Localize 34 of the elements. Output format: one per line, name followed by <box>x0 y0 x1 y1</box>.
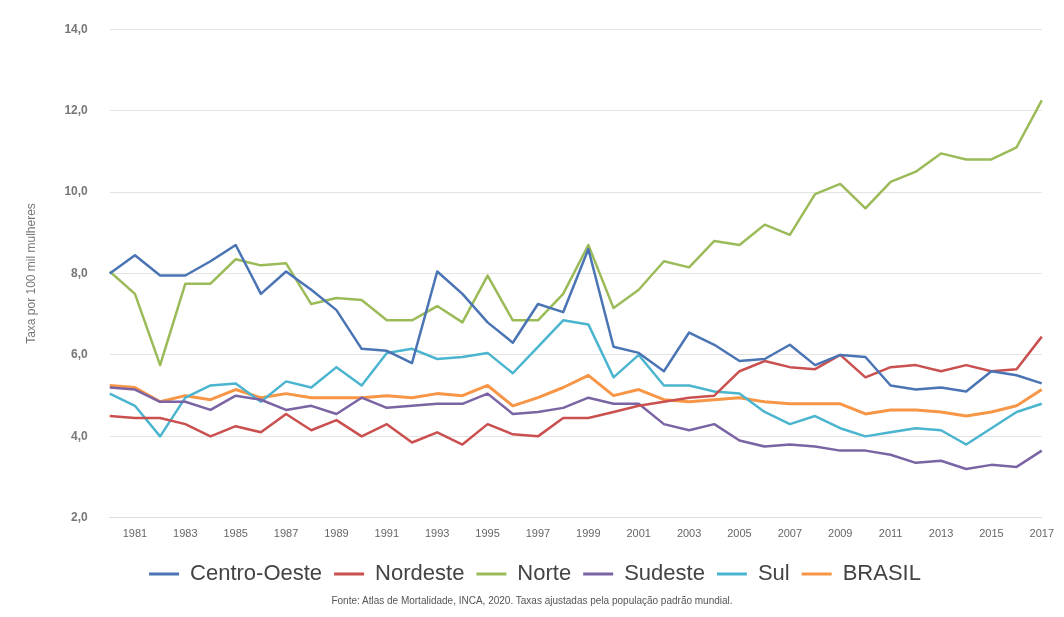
x-tick-label: 2001 <box>626 527 651 540</box>
y-tick-label: 2,0 <box>71 510 89 525</box>
legend-label: Nordeste <box>375 560 465 586</box>
x-tick-label: 1997 <box>525 527 551 540</box>
x-tick-label: 1991 <box>374 527 400 540</box>
x-tick-label: 2013 <box>928 527 954 540</box>
legend-label: Centro-Oeste <box>190 560 323 586</box>
y-tick-label: 12,0 <box>64 102 89 117</box>
legend-label: BRASIL <box>842 560 921 586</box>
x-tick-label: 1995 <box>475 527 500 540</box>
x-tick-label: 1981 <box>122 527 148 540</box>
y-axis-title: Taxa por 100 mil mulheres <box>23 203 38 344</box>
x-tick-label: 2007 <box>777 527 803 540</box>
x-tick-label: 2017 <box>1029 527 1055 540</box>
x-tick-label: 1987 <box>273 527 299 540</box>
x-tick-label: 2009 <box>828 527 853 540</box>
source-note: Fonte: Atlas de Mortalidade, INCA, 2020. Taxas ajustadas pela população padrão mundial. <box>330 595 734 606</box>
x-tick-label: 1989 <box>324 527 349 540</box>
x-tick-label: 2003 <box>676 527 702 540</box>
y-tick-label: 6,0 <box>71 347 89 362</box>
x-tick-label: 1985 <box>223 527 248 540</box>
y-tick-label: 14,0 <box>64 21 89 36</box>
x-tick-label: 1983 <box>173 527 198 540</box>
legend-label: Sul <box>757 560 790 586</box>
x-tick-label: 2015 <box>979 527 1004 540</box>
x-tick-label: 2011 <box>878 527 903 540</box>
x-tick-label: 1999 <box>576 527 601 540</box>
legend-label: Norte <box>517 560 572 586</box>
x-tick-label: 2005 <box>727 527 752 540</box>
legend-label: Sudeste <box>624 560 705 586</box>
y-tick-label: 4,0 <box>71 428 89 443</box>
x-tick-label: 1993 <box>424 527 450 540</box>
y-tick-label: 10,0 <box>64 184 89 199</box>
y-tick-label: 8,0 <box>71 265 89 280</box>
